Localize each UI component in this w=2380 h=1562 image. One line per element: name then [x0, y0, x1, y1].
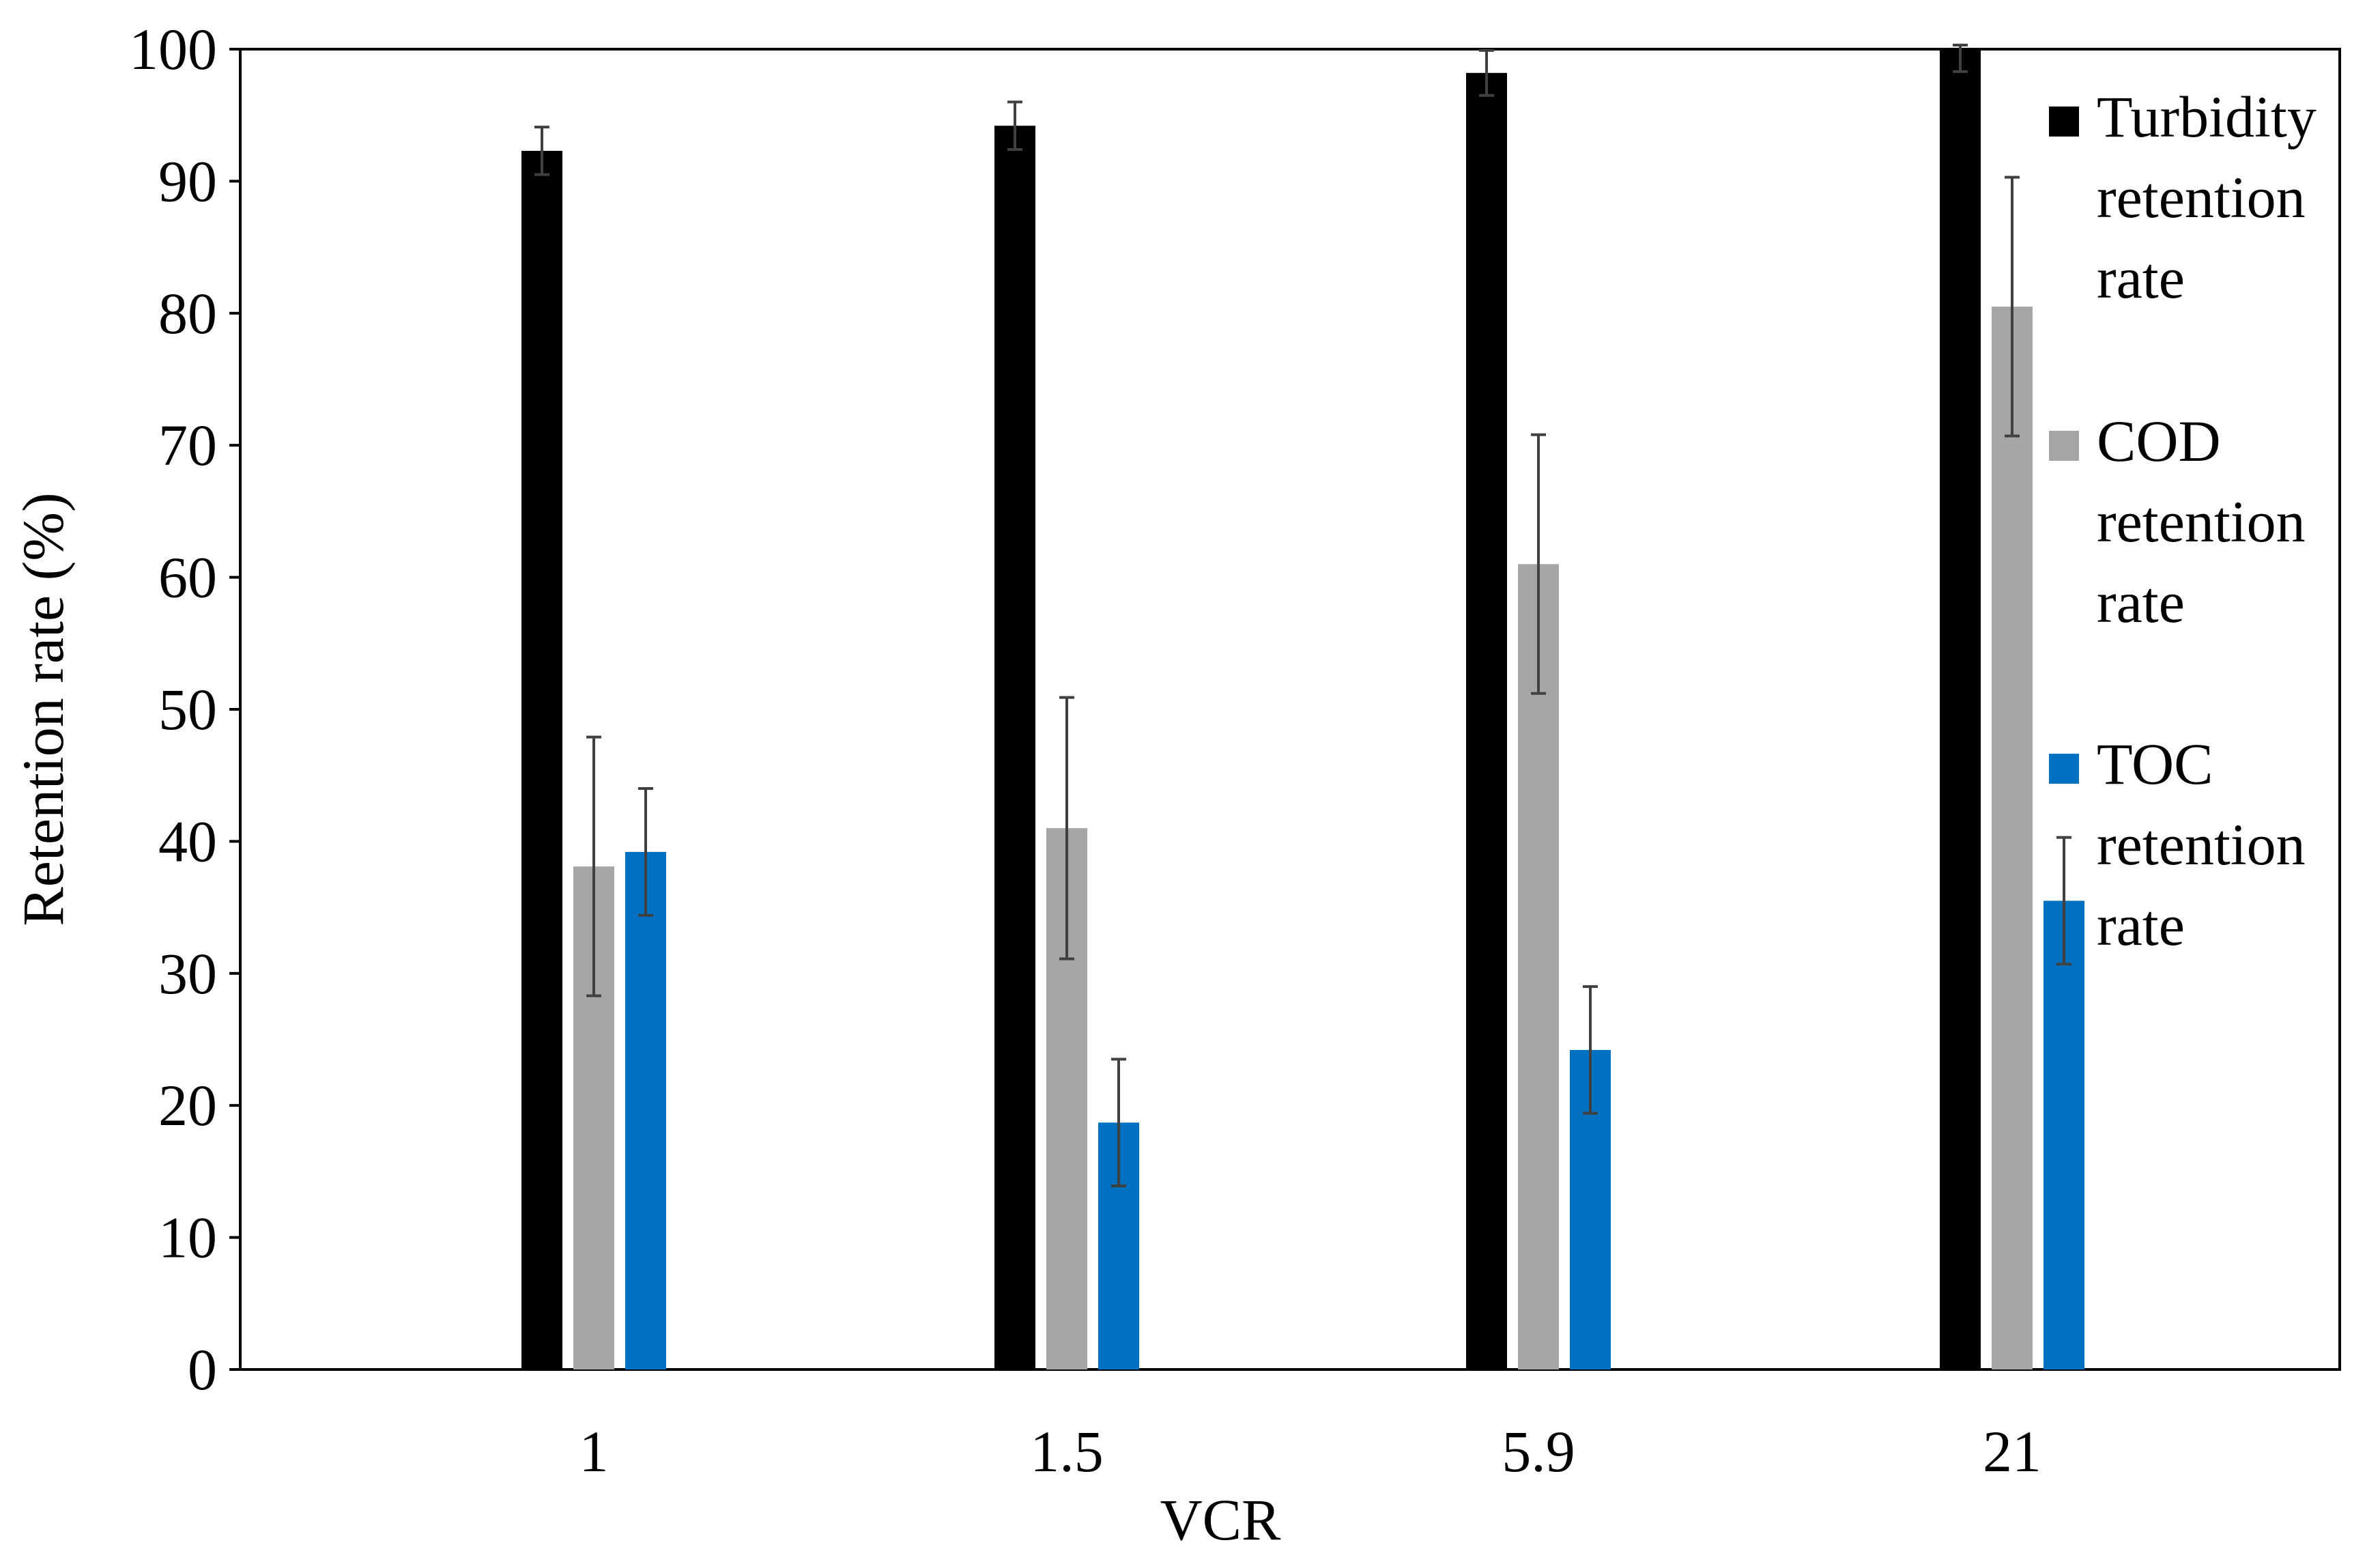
legend-swatch — [2049, 106, 2079, 137]
error-bar — [2005, 175, 2020, 438]
y-tick-label: 80 — [158, 281, 217, 346]
legend: TurbidityretentionrateCODretentionrateTO… — [2049, 84, 2317, 958]
error-bar — [1531, 433, 1546, 695]
y-tick-label: 30 — [158, 941, 217, 1006]
y-tick-label: 10 — [158, 1205, 217, 1270]
y-tick-label: 60 — [158, 545, 217, 610]
legend-item-cod-retention-rate: COD retention rate — [2049, 408, 2306, 635]
legend-label: TOC — [2097, 731, 2213, 797]
error-bar — [1953, 44, 1968, 73]
legend-item-turbidity-retention-rate: Turbidity retention rate — [2049, 84, 2317, 311]
y-tick-label: 100 — [129, 16, 217, 82]
bar-cod-retention-rate-21 — [1992, 307, 2033, 1369]
y-tick-label: 90 — [158, 148, 217, 214]
error-bar — [534, 126, 549, 176]
x-axis: 1 1.5 5.9 21 — [579, 1419, 2042, 1484]
x-tick-label: 5.9 — [1502, 1419, 1575, 1484]
y-tick-label: 40 — [158, 808, 217, 874]
y-tick-label: 70 — [158, 412, 217, 478]
x-tick-label: 21 — [1983, 1419, 2041, 1484]
legend-label: Turbidity — [2097, 84, 2317, 150]
legend-label: rate — [2097, 892, 2185, 958]
error-bar — [1583, 985, 1598, 1115]
error-bars-layer — [534, 44, 2071, 1188]
legend-label: COD — [2097, 408, 2221, 474]
legend-swatch — [2049, 754, 2079, 784]
bars-layer — [521, 49, 2084, 1370]
bar-turbidity-retention-rate-21 — [1940, 49, 1981, 1369]
y-tick-label: 20 — [158, 1073, 217, 1138]
bar-turbidity-retention-rate-1_5 — [994, 126, 1035, 1369]
legend-label: retention — [2097, 165, 2306, 230]
error-bar — [1007, 100, 1022, 151]
y-tick-label: 0 — [188, 1337, 217, 1402]
legend-label: retention — [2097, 489, 2306, 554]
legend-swatch — [2049, 431, 2079, 461]
x-tick-label: 1.5 — [1030, 1419, 1104, 1484]
error-bar — [1479, 48, 1494, 97]
x-axis-title: VCR — [1160, 1487, 1281, 1552]
bar-turbidity-retention-rate-1 — [521, 150, 562, 1370]
y-axis: 0 10 20 30 40 50 60 70 80 90 100 — [129, 16, 240, 1402]
y-axis-title: Retention rate (%) — [10, 492, 76, 926]
bar-toc-retention-rate-21 — [2044, 900, 2084, 1369]
bar-cod-retention-rate-5_9 — [1518, 564, 1559, 1369]
legend-label: retention — [2097, 812, 2306, 877]
y-tick-label: 50 — [158, 677, 217, 742]
error-bar — [638, 787, 653, 917]
error-bar — [1059, 696, 1074, 961]
legend-label: rate — [2097, 569, 2185, 635]
error-bar — [2056, 836, 2071, 966]
error-bar — [1111, 1057, 1126, 1188]
bar-toc-retention-rate-1 — [625, 851, 666, 1369]
x-tick-label: 1 — [579, 1419, 609, 1484]
bar-turbidity-retention-rate-5_9 — [1466, 72, 1507, 1369]
error-bar — [586, 735, 601, 997]
legend-label: rate — [2097, 245, 2185, 311]
legend-item-toc-retention-rate: TOC retention rate — [2049, 731, 2306, 958]
